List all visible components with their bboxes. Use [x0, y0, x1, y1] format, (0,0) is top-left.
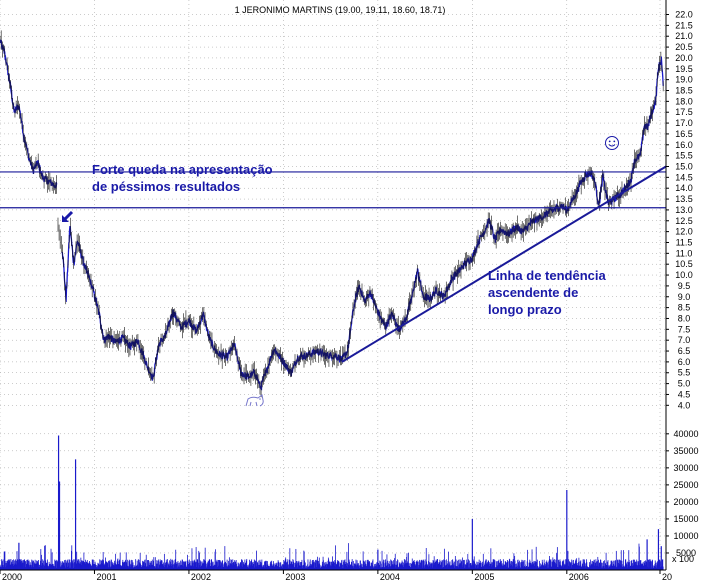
trend-line: [341, 165, 667, 363]
x-tick-label: 2000: [2, 572, 22, 582]
y-tick-label: 20.0: [675, 53, 693, 63]
x-tick-label: 20: [662, 572, 672, 582]
volume-tick-label: 15000: [673, 514, 698, 524]
x-tick-label: 2004: [380, 572, 400, 582]
volume-unit-label: x 100: [672, 554, 694, 564]
y-tick-label: 10.0: [675, 270, 693, 280]
y-tick-label: 18.5: [675, 86, 693, 96]
grid-lines: [0, 0, 666, 570]
y-tick-label: 7.0: [678, 335, 691, 345]
y-tick-label: 6.0: [678, 357, 691, 367]
y-tick-label: 14.0: [675, 183, 693, 193]
trend-annotation-line1: Linha de tendência: [488, 268, 607, 283]
volume-tick-label: 30000: [673, 463, 698, 473]
y-tick-label: 8.0: [678, 313, 691, 323]
x-tick-label: 2001: [96, 572, 116, 582]
drop-annotation-line1: Forte queda na apresentação: [92, 162, 273, 177]
horizontal-levels: [0, 171, 666, 209]
y-tick-label: 15.5: [675, 151, 693, 161]
x-tick-label: 2002: [191, 572, 211, 582]
y-tick-label: 18.0: [675, 96, 693, 106]
volume-axis-ticks: 5000 10000 15000 20000 25000 30000 35000 40000: [666, 429, 699, 558]
y-tick-label: 7.5: [678, 324, 691, 334]
x-tick-label: 2003: [285, 572, 305, 582]
y-tick-label: 15.0: [675, 161, 693, 171]
trend-annotation-line3: longo prazo: [488, 302, 562, 317]
cartoon-animal-icon: [245, 394, 264, 407]
y-tick-label: 19.0: [675, 75, 693, 85]
arrow-down-left-icon: [62, 210, 74, 222]
y-tick-label: 11.0: [676, 248, 693, 258]
y-tick-label: 4.5: [678, 389, 691, 399]
y-tick-label: 8.5: [678, 303, 691, 313]
y-tick-label: 21.5: [675, 20, 693, 30]
volume-tick-label: 10000: [673, 531, 698, 541]
y-tick-label: 10.5: [675, 259, 693, 269]
volume-tick-label: 5000: [676, 548, 696, 558]
y-tick-label: 13.5: [675, 194, 693, 204]
y-tick-label: 21.0: [675, 31, 693, 41]
y-tick-label: 17.5: [675, 107, 693, 117]
y-tick-label: 6.5: [678, 346, 691, 356]
y-tick-label: 17.0: [675, 118, 693, 128]
y-tick-label: 12.0: [675, 227, 693, 237]
chart-title: 1 JERONIMO MARTINS (19.00, 19.11, 18.60,…: [235, 5, 446, 15]
x-axis-ticks: 2000 2001 2002 2003 2004 2005 2006 20: [0, 570, 672, 582]
x-tick-label: 2006: [569, 572, 589, 582]
y-tick-label: 22.0: [675, 10, 693, 20]
y-tick-label: 4.0: [678, 400, 691, 410]
y-tick-label: 19.5: [675, 64, 693, 74]
y-tick-label: 16.0: [675, 140, 693, 150]
volume-tick-label: 25000: [673, 480, 698, 490]
y-axis-ticks: 4.04.55.05.56.06.57.07.58.08.59.09.510.0…: [666, 10, 693, 410]
y-tick-label: 14.5: [675, 172, 693, 182]
volume-tick-label: 35000: [673, 446, 698, 456]
y-tick-label: 9.5: [678, 281, 691, 291]
y-tick-label: 9.0: [678, 292, 691, 302]
drop-annotation-line2: de péssimos resultados: [92, 179, 240, 194]
x-tick-label: 2005: [474, 572, 494, 582]
y-tick-label: 12.5: [675, 216, 693, 226]
price-series: [0, 30, 664, 398]
volume-tick-label: 40000: [673, 429, 698, 439]
y-tick-label: 20.5: [675, 42, 693, 52]
y-tick-label: 5.0: [678, 379, 691, 389]
volume-grid-lines: [0, 433, 666, 554]
y-tick-label: 11.5: [676, 237, 693, 247]
volume-tick-label: 20000: [673, 497, 698, 507]
y-tick-label: 13.0: [675, 205, 693, 215]
y-tick-label: 5.5: [678, 368, 691, 378]
volume-series: [0, 435, 664, 570]
y-tick-label: 16.5: [675, 129, 693, 139]
smiley-icon: [605, 136, 619, 150]
trend-annotation-line2: ascendente de: [488, 285, 578, 300]
